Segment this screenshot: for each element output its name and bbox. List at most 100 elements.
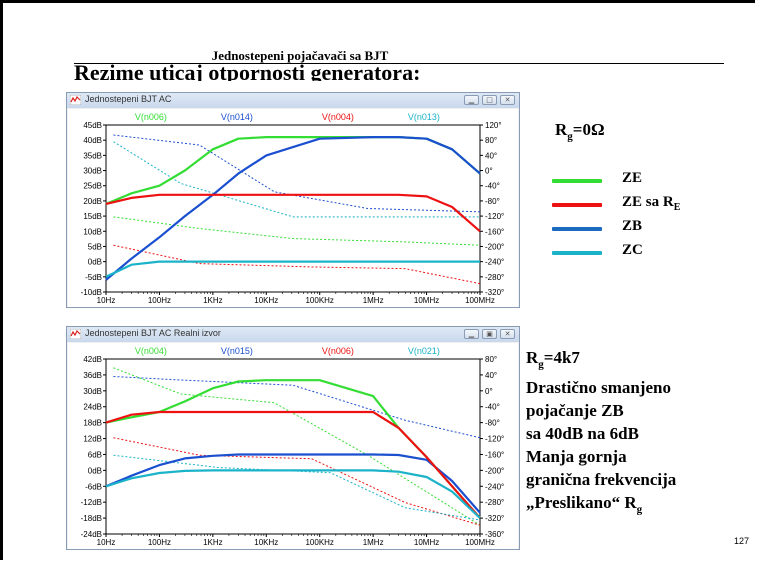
- y-tick-label: 20dB: [83, 197, 102, 206]
- note-line: sa 40dB na 6dB: [526, 424, 639, 444]
- trace-label: V(n015): [221, 346, 253, 356]
- y-tick-label: 36dB: [83, 371, 102, 380]
- x-tick-label: 1KHz: [203, 538, 223, 547]
- y2-tick-label: 80°: [485, 136, 497, 145]
- y-tick-label: 6dB: [88, 450, 102, 459]
- phase-trace: [113, 134, 481, 213]
- y-tick-label: 24dB: [83, 403, 102, 412]
- y-tick-label: 30dB: [83, 167, 102, 176]
- y2-tick-label: -160°: [485, 227, 504, 236]
- magnitude-trace: [105, 410, 481, 519]
- window-titlebar[interactable]: Jednostepeni BJT AC ▁ □ ✕: [67, 93, 519, 108]
- slide-heading: Rezime uticaj otpornosti generatora:: [74, 60, 421, 81]
- legend-label-zb: ZB: [622, 218, 643, 234]
- x-tick-label: 10Hz: [97, 296, 116, 305]
- bode-plot-top[interactable]: V(n006) V(n014) V(n004) V(n013) 45dB 120° 40dB…: [68, 109, 518, 307]
- y-tick-label: -18dB: [81, 514, 102, 523]
- magnitude-trace: [105, 469, 481, 519]
- magnitude-trace: [105, 260, 480, 278]
- restore-button[interactable]: ▣: [482, 329, 497, 339]
- x-tick-label: 100Hz: [148, 296, 171, 305]
- y2-tick-label: -200°: [485, 466, 504, 475]
- y2-tick-label: -80°: [485, 197, 500, 206]
- y2-tick-label: 120°: [485, 121, 502, 130]
- y-tick-label: 0dB: [88, 466, 102, 475]
- plot-area[interactable]: V(n004) V(n015) V(n006) V(n021) 42dB 80° 36dB 4…: [68, 343, 518, 549]
- y2-tick-label: -280°: [485, 273, 504, 282]
- y2-tick-label: -360°: [485, 530, 504, 539]
- y2-tick-label: -120°: [485, 212, 504, 221]
- y2-tick-label: 40°: [485, 151, 497, 160]
- y2-tick-label: -280°: [485, 498, 504, 507]
- y2-tick-label: -160°: [485, 450, 504, 459]
- trace-label: V(n014): [221, 112, 253, 122]
- page-number: 127: [734, 536, 750, 546]
- legend-swatch-ze-re: [552, 203, 602, 207]
- note-line: granična frekvencija: [526, 470, 677, 490]
- phase-trace: [113, 454, 481, 521]
- note-line: „Preslikano“ Rg: [526, 493, 643, 516]
- bode-plot-bottom[interactable]: V(n004) V(n015) V(n006) V(n021) 42dB 80° 36dB 4…: [68, 343, 518, 549]
- y2-tick-label: 0°: [485, 167, 493, 176]
- rg-note: Rg=4k7 Drastično smanjeno pojačanje ZB s…: [526, 346, 676, 522]
- close-button[interactable]: ✕: [500, 329, 515, 339]
- close-button[interactable]: ✕: [500, 95, 515, 105]
- y-tick-label: 10dB: [83, 227, 102, 236]
- y2-tick-label: -320°: [485, 514, 504, 523]
- y2-tick-label: -120°: [485, 435, 504, 444]
- minimize-button[interactable]: ▁: [464, 329, 479, 339]
- plot-window-bottom[interactable]: Jednostepeni BJT AC Realni izvor ▁ ▣ ✕ V…: [66, 326, 520, 550]
- y2-tick-label: 80°: [485, 355, 497, 364]
- legend-label-ze: ZE: [622, 170, 643, 186]
- x-tick-label: 100Hz: [148, 538, 171, 547]
- y-tick-label: 0dB: [88, 258, 102, 267]
- y-tick-label: 45dB: [83, 121, 102, 130]
- y-tick-label: 12dB: [83, 435, 102, 444]
- y-tick-label: 42dB: [83, 355, 102, 364]
- trace-label: V(n006): [135, 112, 167, 122]
- y-tick-label: -12dB: [81, 498, 102, 507]
- minimize-button[interactable]: ▁: [464, 95, 479, 105]
- waveform-app-icon: [70, 95, 81, 105]
- trace-label: V(n013): [408, 112, 440, 122]
- window-title: Jednostepeni BJT AC: [85, 94, 172, 104]
- x-tick-label: 10KHz: [254, 296, 278, 305]
- legend-label-ze-re: ZE sa RE: [622, 194, 681, 213]
- y-tick-label: 35dB: [83, 151, 102, 160]
- note-line: Manja gornja: [526, 447, 627, 467]
- phase-trace: [113, 244, 481, 285]
- rg-zero-label: Rg=0Ω: [555, 120, 605, 143]
- phase-trace: [113, 216, 481, 246]
- plot-window-top[interactable]: Jednostepeni BJT AC ▁ □ ✕ V(n006) V(n014)…: [66, 92, 520, 308]
- plot-frame: [105, 124, 481, 293]
- magnitude-trace: [105, 193, 481, 233]
- y-tick-label: 5dB: [88, 242, 102, 251]
- plot-frame: [105, 358, 481, 535]
- y2-tick-label: -200°: [485, 242, 504, 251]
- y2-tick-label: -240°: [485, 482, 504, 491]
- plot-area[interactable]: V(n006) V(n014) V(n004) V(n013) 45dB 120° 40dB…: [68, 109, 518, 307]
- legend-swatch-zb: [552, 227, 602, 231]
- y2-tick-label: 40°: [485, 371, 497, 380]
- y2-tick-label: -320°: [485, 288, 504, 297]
- phase-trace: [113, 367, 481, 526]
- y-tick-label: -5dB: [85, 273, 102, 282]
- y-tick-label: 18dB: [83, 419, 102, 428]
- window-titlebar[interactable]: Jednostepeni BJT AC Realni izvor ▁ ▣ ✕: [67, 327, 519, 342]
- trace-label: V(n004): [322, 112, 354, 122]
- waveform-app-icon: [70, 329, 81, 339]
- y-tick-label: -24dB: [81, 530, 102, 539]
- trace-label: V(n006): [322, 346, 354, 356]
- y-tick-label: -10dB: [81, 288, 102, 297]
- maximize-button[interactable]: □: [482, 95, 497, 105]
- x-tick-label: 10Hz: [97, 538, 116, 547]
- rg-value: Rg=4k7: [526, 348, 580, 371]
- phase-trace: [113, 376, 481, 439]
- x-tick-label: 100KHz: [305, 538, 333, 547]
- phase-trace: [113, 141, 480, 218]
- trace-label: V(n004): [135, 346, 167, 356]
- note-line: Drastično smanjeno: [526, 378, 671, 398]
- x-tick-label: 10MHz: [414, 296, 439, 305]
- x-tick-label: 1MHz: [363, 296, 384, 305]
